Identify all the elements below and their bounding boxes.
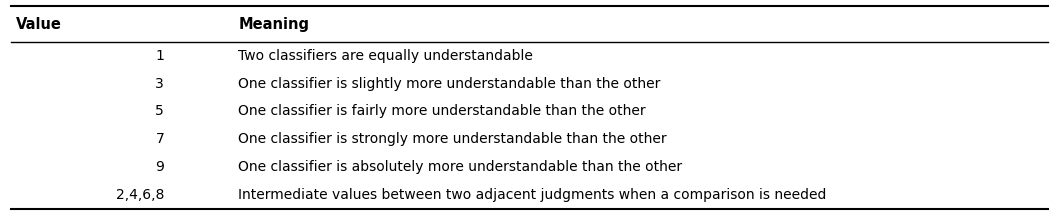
Text: One classifier is absolutely more understandable than the other: One classifier is absolutely more unders… [238,160,682,174]
Text: 2,4,6,8: 2,4,6,8 [115,188,164,202]
Text: Value: Value [16,17,61,32]
Text: 5: 5 [156,104,164,118]
Text: 9: 9 [156,160,164,174]
Text: 1: 1 [156,49,164,63]
Text: Meaning: Meaning [238,17,309,32]
Text: 3: 3 [156,77,164,91]
Text: One classifier is strongly more understandable than the other: One classifier is strongly more understa… [238,132,667,146]
Text: One classifier is fairly more understandable than the other: One classifier is fairly more understand… [238,104,646,118]
Text: One classifier is slightly more understandable than the other: One classifier is slightly more understa… [238,77,661,91]
Text: Intermediate values between two adjacent judgments when a comparison is needed: Intermediate values between two adjacent… [238,188,827,202]
Text: Two classifiers are equally understandable: Two classifiers are equally understandab… [238,49,533,63]
Text: 7: 7 [156,132,164,146]
